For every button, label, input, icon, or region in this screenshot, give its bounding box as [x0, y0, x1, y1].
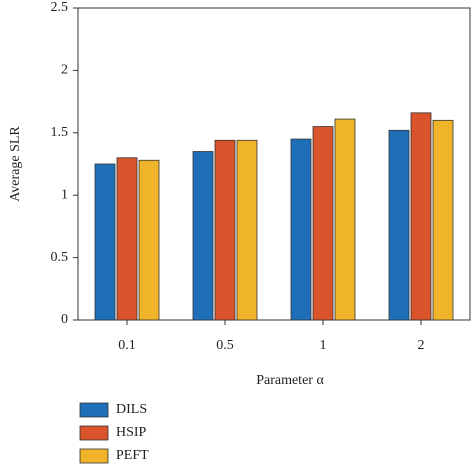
legend-label: PEFT: [116, 448, 149, 463]
legend-swatch: [79, 448, 109, 464]
bar: [214, 139, 236, 321]
bar: [410, 112, 432, 321]
x-axis-label: Parameter α: [256, 373, 324, 388]
bar: [94, 163, 116, 321]
bar: [192, 151, 214, 321]
y-tick-label: 1.5: [51, 125, 69, 140]
y-tick-label: 2: [61, 63, 68, 78]
bar: [116, 157, 138, 321]
bar: [388, 129, 410, 321]
legend-label: DILS: [116, 402, 147, 417]
plot-frame: [77, 7, 471, 321]
x-tick-label: 0.5: [216, 338, 234, 353]
y-axis-label: Average SLR: [8, 126, 23, 202]
x-tick-label: 2: [418, 338, 425, 353]
y-tick-label: 0.5: [51, 250, 69, 265]
x-tick-label: 0.1: [118, 338, 136, 353]
bar: [236, 139, 258, 321]
y-tick-label: 0: [61, 312, 68, 327]
bar: [432, 119, 454, 321]
bar: [290, 138, 312, 321]
legend-swatch: [79, 425, 109, 441]
y-tick-label: 1: [61, 187, 68, 202]
bar: [312, 126, 334, 321]
x-tick-label: 1: [320, 338, 327, 353]
bar: [138, 159, 160, 321]
legend-swatch: [79, 402, 109, 418]
legend-label: HSIP: [116, 425, 147, 440]
bar: [334, 118, 356, 321]
y-tick-label: 2.5: [51, 0, 69, 15]
